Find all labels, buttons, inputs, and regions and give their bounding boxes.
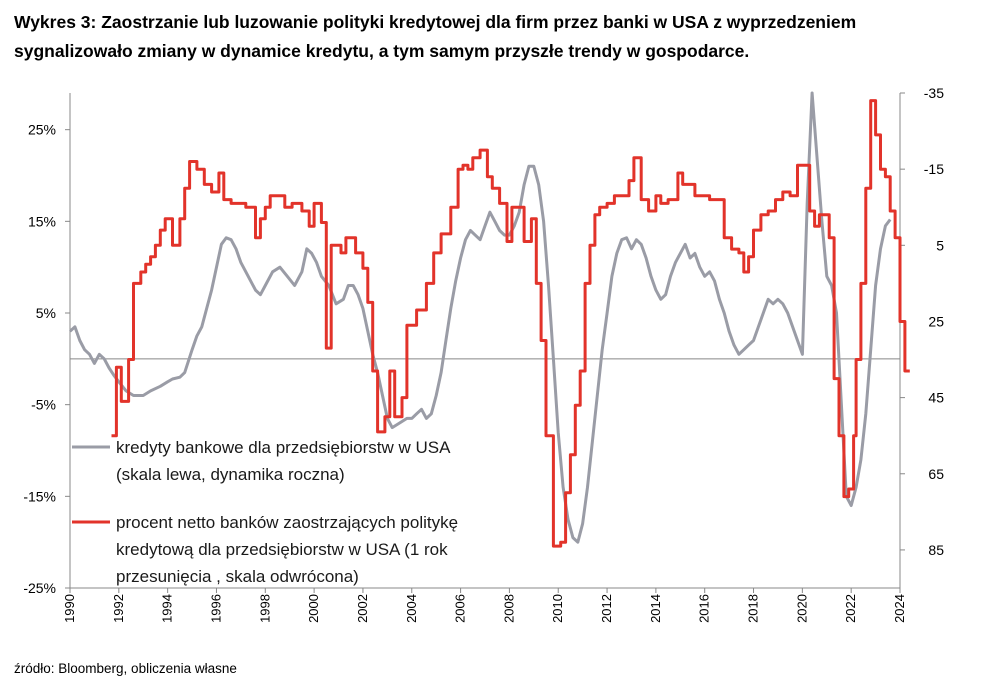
right-tick-label: 5 (936, 237, 944, 253)
x-tick-label: 2010 (550, 594, 565, 623)
x-tick-label: 2002 (355, 594, 370, 623)
x-tick-label: 1998 (257, 594, 272, 623)
left-tick-label: 5% (36, 305, 56, 321)
x-tick-label: 1996 (208, 594, 223, 623)
legend-label-2: kredytową dla przedsiębiorstw w USA (1 r… (116, 540, 448, 559)
x-tick-label: 2016 (697, 594, 712, 623)
x-tick-label: 1994 (160, 594, 175, 623)
x-tick-label: 1990 (62, 594, 77, 623)
left-tick-label: -5% (31, 397, 56, 413)
chart-title: Wykres 3: Zaostrzanie lub luzowanie poli… (14, 12, 857, 61)
right-tick-label: -15 (924, 161, 944, 177)
x-tick-label: 2024 (892, 594, 907, 623)
right-tick-label: 25 (928, 313, 944, 329)
x-tick-label: 2000 (306, 594, 321, 623)
legend-label-1: kredyty bankowe dla przedsiębiorstw w US… (116, 438, 451, 457)
x-tick-label: 1992 (111, 594, 126, 623)
series-line-2 (111, 99, 910, 548)
left-tick-label: 25% (28, 122, 56, 138)
right-tick-label: 45 (928, 390, 944, 406)
x-tick-label: 2020 (794, 594, 809, 623)
x-tick-label: 2018 (746, 594, 761, 623)
right-tick-label: 85 (928, 542, 944, 558)
legend-label-1: (skala lewa, dynamika roczna) (116, 465, 345, 484)
right-tick-label: -35 (924, 85, 944, 101)
left-tick-label: -15% (23, 488, 56, 504)
left-tick-label: -25% (23, 580, 56, 596)
x-tick-label: 2006 (453, 594, 468, 623)
legend-label-2: procent netto banków zaostrzających poli… (116, 513, 458, 532)
left-tick-label: 15% (28, 213, 56, 229)
x-tick-label: 2014 (648, 594, 663, 623)
legend-label-2: przesunięcia , skala odwrócona) (116, 567, 359, 586)
x-tick-label: 2008 (501, 594, 516, 623)
x-tick-label: 2012 (599, 594, 614, 623)
x-tick-label: 2004 (404, 594, 419, 623)
source-note: źródło: Bloomberg, obliczenia własne (14, 661, 237, 676)
right-tick-label: 65 (928, 466, 944, 482)
x-tick-label: 2022 (843, 594, 858, 623)
